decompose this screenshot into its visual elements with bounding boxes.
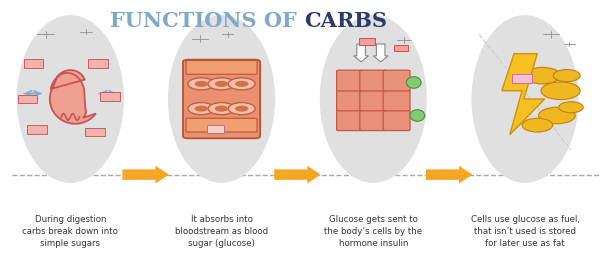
FancyBboxPatch shape bbox=[383, 70, 410, 91]
Circle shape bbox=[235, 81, 248, 87]
FancyArrow shape bbox=[373, 44, 388, 62]
Ellipse shape bbox=[17, 15, 124, 183]
Circle shape bbox=[195, 106, 208, 112]
Circle shape bbox=[195, 81, 208, 87]
Text: It absorbs into
bloodstream as blood
sugar (glucose): It absorbs into bloodstream as blood sug… bbox=[175, 214, 268, 248]
FancyArrow shape bbox=[274, 166, 321, 184]
Circle shape bbox=[215, 81, 228, 87]
Polygon shape bbox=[512, 74, 532, 83]
Polygon shape bbox=[27, 125, 47, 134]
Circle shape bbox=[228, 103, 255, 115]
Polygon shape bbox=[502, 54, 545, 135]
Polygon shape bbox=[359, 38, 375, 45]
Ellipse shape bbox=[410, 110, 425, 121]
FancyArrow shape bbox=[122, 166, 169, 184]
Ellipse shape bbox=[471, 15, 579, 183]
FancyBboxPatch shape bbox=[186, 118, 257, 132]
Polygon shape bbox=[88, 59, 108, 68]
Text: Glucose gets sent to
the body’s cells by the
hormone insulin: Glucose gets sent to the body’s cells by… bbox=[324, 214, 422, 248]
FancyBboxPatch shape bbox=[360, 70, 387, 91]
Circle shape bbox=[235, 106, 248, 112]
Polygon shape bbox=[394, 45, 408, 51]
Ellipse shape bbox=[168, 15, 275, 183]
FancyArrow shape bbox=[426, 166, 472, 184]
Polygon shape bbox=[18, 95, 37, 103]
FancyBboxPatch shape bbox=[337, 70, 364, 91]
Ellipse shape bbox=[319, 15, 427, 183]
Polygon shape bbox=[207, 125, 224, 133]
Ellipse shape bbox=[406, 77, 421, 88]
Text: Cells use glucose as fuel,
that isn’t used is stored
for later use as fat: Cells use glucose as fuel, that isn’t us… bbox=[471, 214, 580, 248]
Circle shape bbox=[188, 103, 215, 115]
FancyBboxPatch shape bbox=[360, 110, 387, 131]
Circle shape bbox=[188, 78, 215, 90]
Text: FUNCTIONS OF: FUNCTIONS OF bbox=[110, 11, 304, 31]
Circle shape bbox=[541, 82, 580, 100]
FancyBboxPatch shape bbox=[337, 110, 364, 131]
Circle shape bbox=[553, 70, 580, 82]
Text: During digestion
carbs break down into
simple sugars: During digestion carbs break down into s… bbox=[23, 214, 118, 248]
FancyBboxPatch shape bbox=[337, 90, 364, 111]
Circle shape bbox=[559, 102, 583, 113]
Polygon shape bbox=[50, 70, 96, 124]
FancyArrow shape bbox=[354, 44, 368, 62]
Circle shape bbox=[215, 106, 228, 112]
FancyBboxPatch shape bbox=[183, 60, 260, 138]
Circle shape bbox=[522, 118, 553, 132]
FancyBboxPatch shape bbox=[186, 60, 257, 74]
FancyBboxPatch shape bbox=[383, 110, 410, 131]
Polygon shape bbox=[85, 128, 105, 136]
FancyBboxPatch shape bbox=[360, 90, 387, 111]
Polygon shape bbox=[100, 92, 120, 101]
Circle shape bbox=[524, 67, 561, 84]
Circle shape bbox=[228, 78, 255, 90]
Polygon shape bbox=[24, 59, 43, 68]
Text: CARBS: CARBS bbox=[304, 11, 387, 31]
FancyBboxPatch shape bbox=[383, 90, 410, 111]
Circle shape bbox=[539, 107, 575, 124]
Circle shape bbox=[208, 78, 235, 90]
Circle shape bbox=[208, 103, 235, 115]
